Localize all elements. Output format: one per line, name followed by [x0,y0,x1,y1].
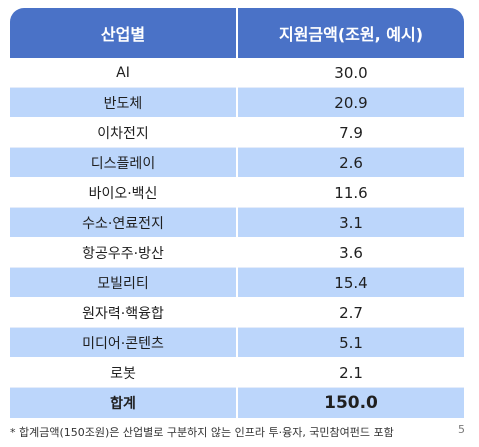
page-number: 5 [458,423,465,436]
table-row: 원자력·핵융합 2.7 [10,297,464,328]
industry-cell: 이차전지 [10,117,237,148]
total-label-cell: 합계 [10,387,237,419]
funding-table-container: 산업별 지원금액(조원, 예시) AI 30.0 반도체 20.9 이차전지 7… [10,8,464,419]
amount-cell: 30.0 [236,58,464,88]
table-row: 반도체 20.9 [10,87,464,118]
industry-cell: 원자력·핵융합 [10,297,237,328]
table-row: 수소·연료전지 3.1 [10,207,464,238]
amount-cell: 2.1 [236,357,464,388]
table-row: 미디어·콘텐츠 5.1 [10,327,464,358]
table-row: 항공우주·방산 3.6 [10,237,464,268]
amount-cell: 20.9 [236,87,464,118]
industry-cell: 미디어·콘텐츠 [10,327,237,358]
amount-cell: 2.6 [236,147,464,178]
amount-cell: 3.6 [236,237,464,268]
total-amount-cell: 150.0 [236,387,464,419]
footnote: * 합계금액(150조원)은 산업별로 구분하지 않는 인프라 투·융자, 국민… [10,426,394,439]
header-industry: 산업별 [10,8,237,58]
industry-cell: AI [10,58,237,88]
header-amount: 지원금액(조원, 예시) [236,8,464,58]
amount-cell: 3.1 [236,207,464,238]
table-row: 이차전지 7.9 [10,117,464,148]
industry-cell: 모빌리티 [10,267,237,298]
industry-cell: 항공우주·방산 [10,237,237,268]
table-total-row: 합계 150.0 [10,387,464,419]
amount-cell: 15.4 [236,267,464,298]
industry-cell: 수소·연료전지 [10,207,237,238]
amount-cell: 11.6 [236,177,464,208]
industry-cell: 로봇 [10,357,237,388]
funding-by-industry-table: 산업별 지원금액(조원, 예시) AI 30.0 반도체 20.9 이차전지 7… [10,8,464,419]
table-row: 디스플레이 2.6 [10,147,464,178]
table-row: 로봇 2.1 [10,357,464,388]
amount-cell: 5.1 [236,327,464,358]
industry-cell: 바이오·백신 [10,177,237,208]
table-row: 모빌리티 15.4 [10,267,464,298]
table-row: AI 30.0 [10,58,464,88]
industry-cell: 디스플레이 [10,147,237,178]
amount-cell: 7.9 [236,117,464,148]
amount-cell: 2.7 [236,297,464,328]
table-row: 바이오·백신 11.6 [10,177,464,208]
industry-cell: 반도체 [10,87,237,118]
table-header-row: 산업별 지원금액(조원, 예시) [10,8,464,58]
